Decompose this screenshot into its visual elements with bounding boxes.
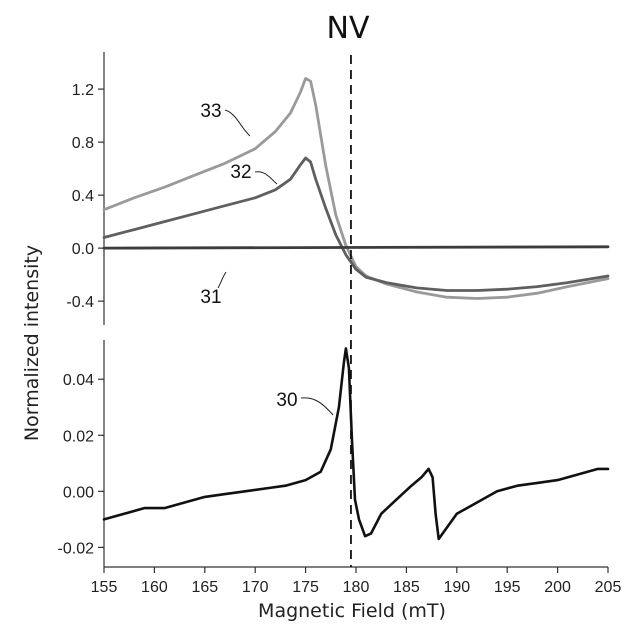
- x-tick-label: 155: [91, 579, 118, 596]
- series-line-30: [104, 348, 608, 539]
- callout-leader-33: [225, 110, 250, 136]
- y-tick-label: -0.4: [66, 294, 94, 311]
- x-tick-label: 205: [595, 579, 622, 596]
- series-line-33: [104, 79, 608, 299]
- x-axis-title: Magnetic Field (mT): [258, 600, 446, 622]
- series-line-31: [104, 247, 608, 248]
- callout-leader-31: [218, 272, 226, 288]
- x-tick-label: 195: [494, 579, 521, 596]
- y-tick-label: 1.2: [72, 82, 94, 99]
- y-tick-label: 0.02: [63, 428, 94, 445]
- chart-title: NV: [327, 11, 370, 46]
- x-tick-label: 180: [343, 579, 370, 596]
- x-tick-label: 175: [292, 579, 319, 596]
- plot-layer: 1.2 0.8 0.4 0.0 -0.4 33 32 31 0.04 0.02 0.00 -0.02 3…: [58, 52, 622, 596]
- y-tick-label: 0.04: [63, 372, 94, 389]
- callout-leader-32: [255, 172, 277, 184]
- y-tick-label: 0.0: [72, 241, 94, 258]
- callout-label-33: 33: [200, 101, 221, 122]
- series-line-32: [104, 158, 608, 291]
- x-tick-label: 190: [443, 579, 470, 596]
- y-tick-label: 0.00: [63, 484, 94, 501]
- callout-label-32: 32: [230, 162, 251, 183]
- x-tick-label: 170: [242, 579, 269, 596]
- callout-label-31: 31: [200, 287, 221, 308]
- callout-leader-30: [301, 398, 333, 415]
- y-tick-label: -0.02: [58, 540, 95, 557]
- x-tick-label: 200: [544, 579, 571, 596]
- callout-label-30: 30: [276, 390, 297, 411]
- y-tick-label: 0.4: [72, 188, 94, 205]
- y-axis-title: Normalized intensity: [21, 245, 43, 441]
- x-tick-label: 160: [141, 579, 168, 596]
- x-tick-label: 165: [191, 579, 218, 596]
- y-tick-label: 0.8: [72, 135, 94, 152]
- x-tick-label: 185: [393, 579, 420, 596]
